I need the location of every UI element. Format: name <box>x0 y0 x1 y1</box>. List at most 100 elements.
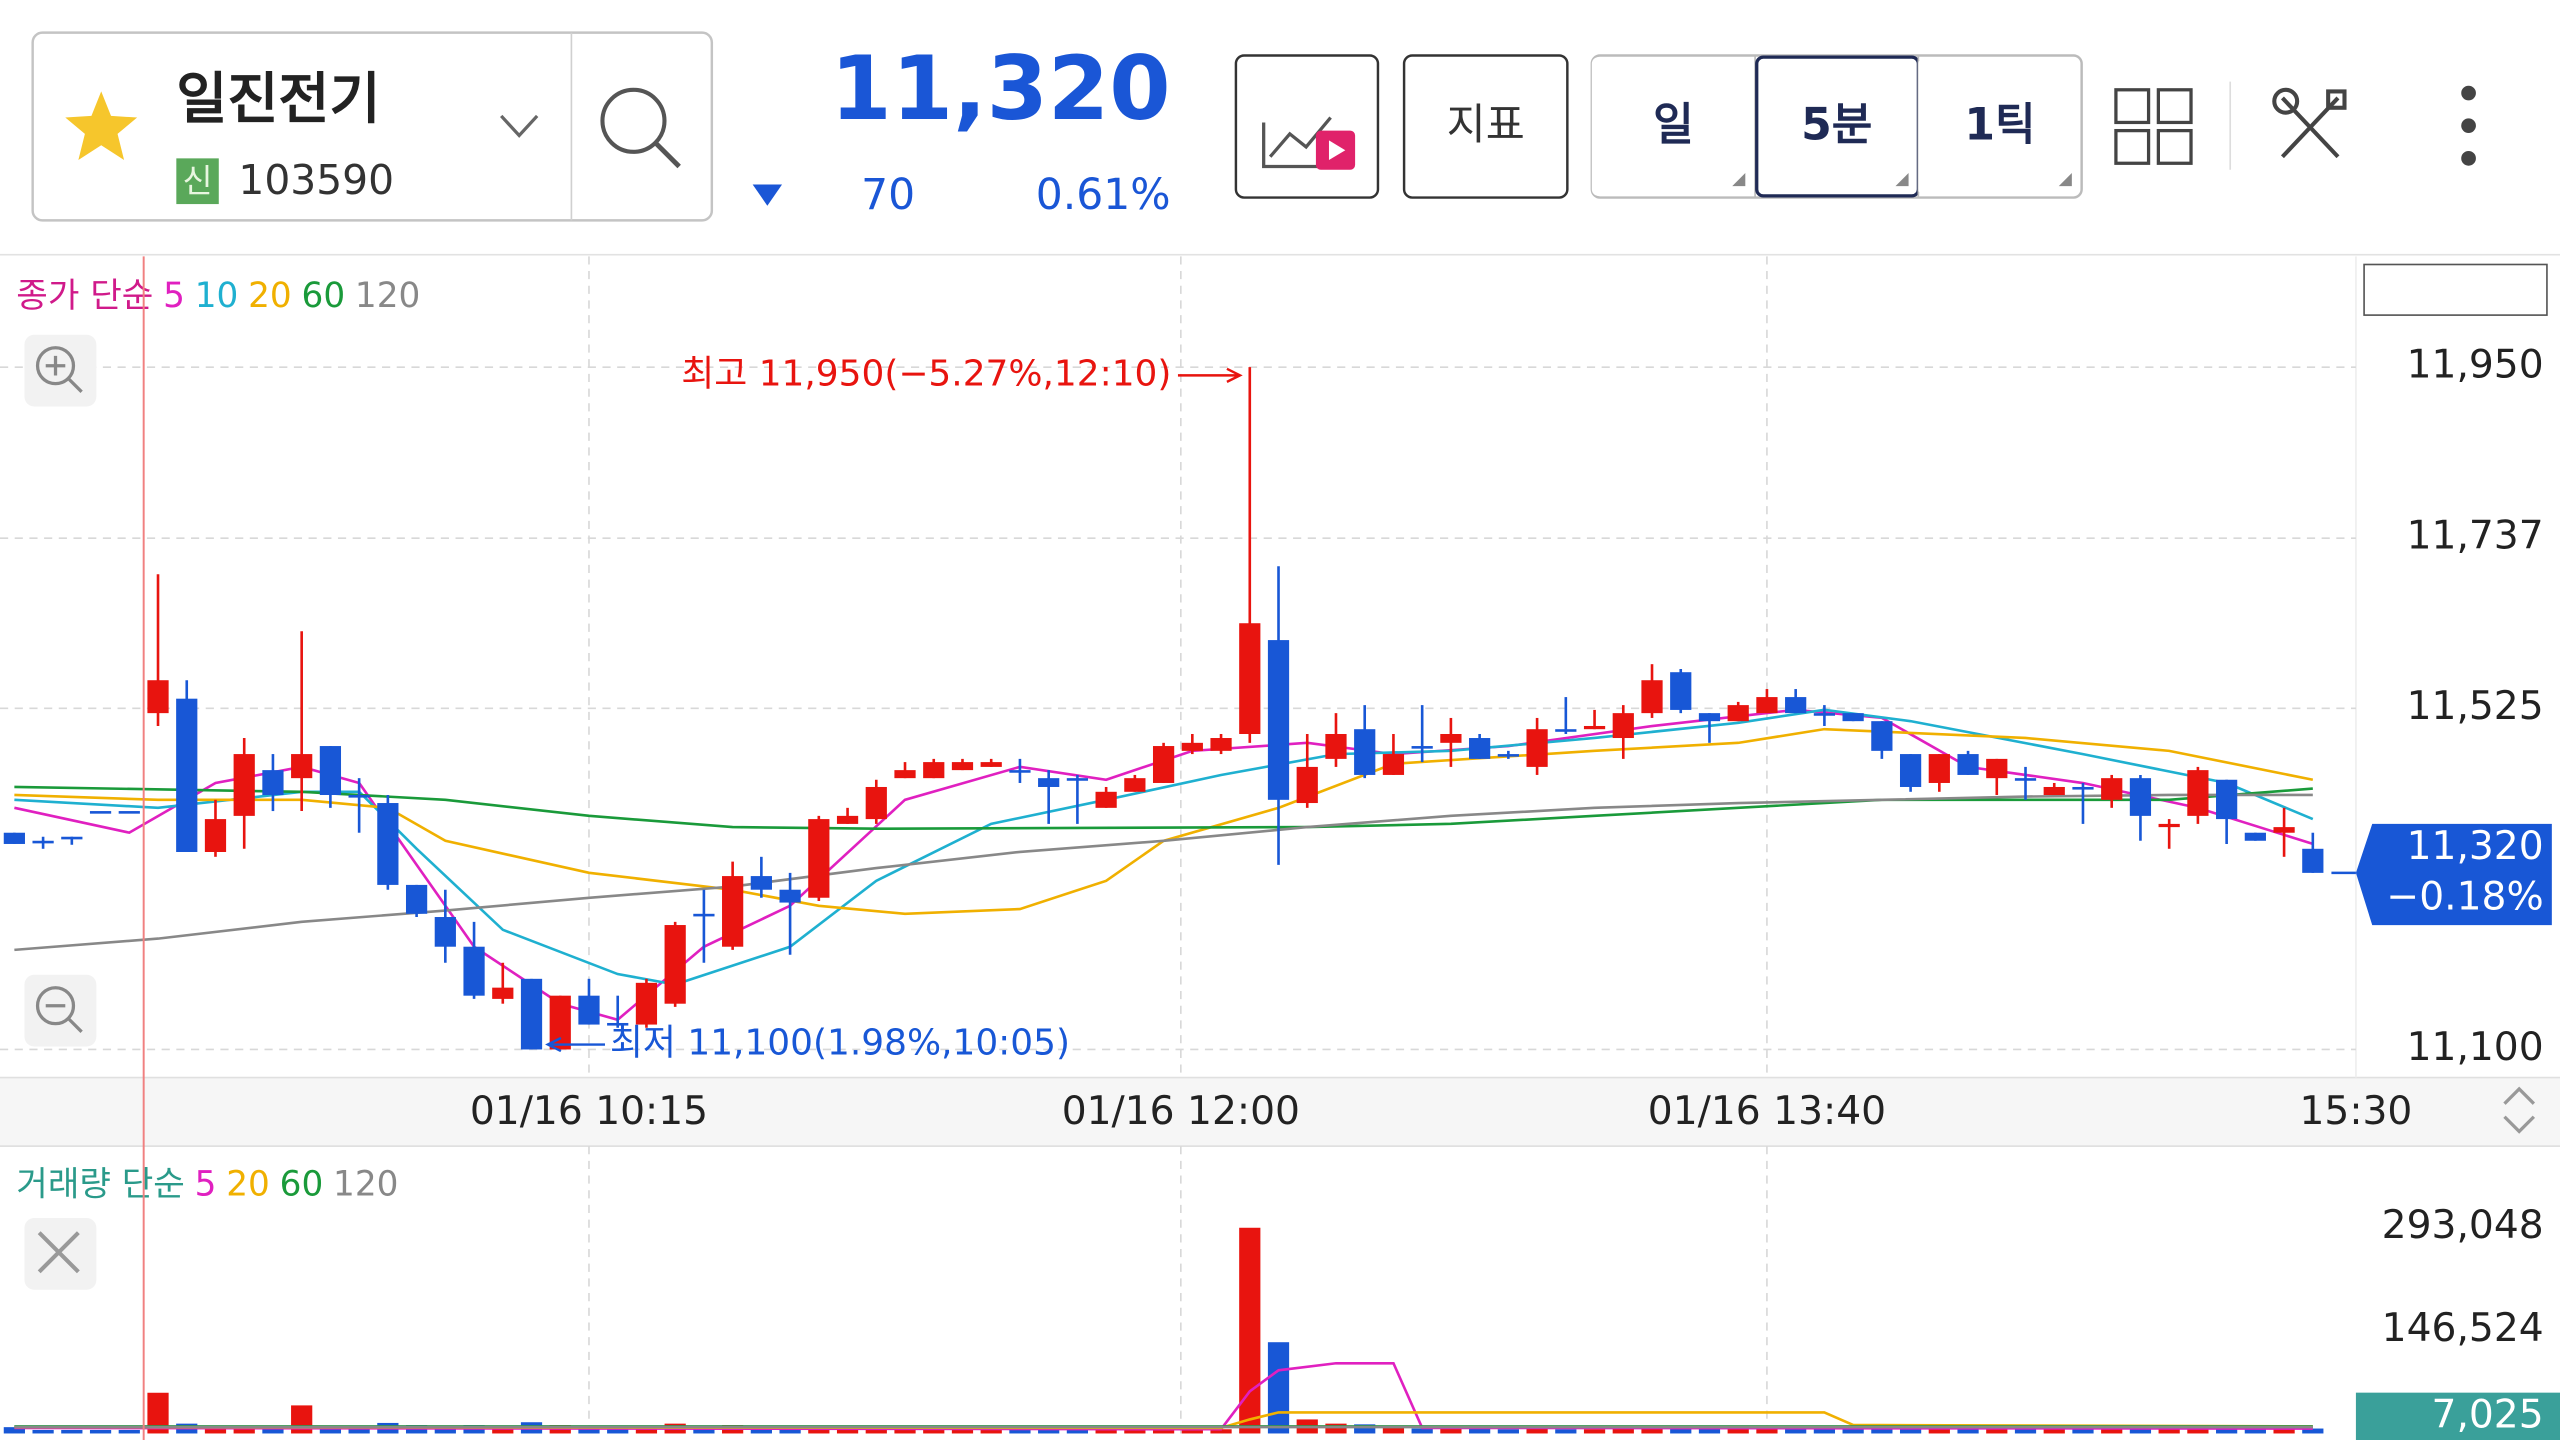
candle-body <box>1756 697 1778 714</box>
zoom-out[interactable] <box>24 974 97 1047</box>
volume-bar <box>1440 1428 1462 1434</box>
volume-bar <box>865 1427 887 1434</box>
candle-body <box>980 762 1002 767</box>
last-price-label: 11,320 <box>2407 824 2544 869</box>
volume-bar <box>348 1428 370 1434</box>
last-volume-label: 7,025 <box>2432 1393 2544 1438</box>
candle-body <box>1152 746 1175 783</box>
volume-bar <box>1698 1428 1721 1434</box>
volume-bar <box>2244 1429 2266 1434</box>
period-button[interactable] <box>1918 57 2080 196</box>
volume-bar <box>2187 1427 2209 1434</box>
candle-body <box>1382 754 1405 775</box>
volume-bar <box>2072 1428 2094 1434</box>
layout-icon[interactable] <box>2114 88 2193 165</box>
candle-body <box>2273 827 2295 833</box>
close-icon <box>37 1231 80 1274</box>
volume-bar <box>1239 1227 1261 1434</box>
candle-body <box>1583 725 1606 730</box>
candle-body <box>434 917 456 947</box>
volume-bar <box>1756 1427 1778 1434</box>
top-value-box <box>2363 263 2548 316</box>
volume-bar <box>1210 1429 1232 1434</box>
legend-entry: 5 <box>163 276 185 316</box>
legend: 거래량 단순 5 20 60 120 <box>16 1164 398 1204</box>
y-tick-label: 293,048 <box>2382 1203 2544 1248</box>
volume-bar <box>1612 1427 1634 1434</box>
chart-video-button[interactable] <box>1234 54 1380 199</box>
volume-bar <box>951 1429 974 1434</box>
candle-body <box>1124 778 1146 792</box>
candle-body <box>319 746 342 796</box>
volume-bar <box>1583 1429 1606 1434</box>
volume-bar <box>2129 1427 2152 1434</box>
volume-bar <box>1526 1427 1548 1434</box>
legend-entry: 종가 단순 <box>16 276 153 316</box>
volume-bar <box>89 1429 112 1434</box>
candle-body <box>1871 721 1893 751</box>
resize-handle[interactable] <box>2503 1086 2536 1134</box>
indicator-button[interactable] <box>1402 54 1569 199</box>
candle-body <box>2158 823 2180 828</box>
candle-body <box>1469 738 1491 759</box>
menu-dot <box>2461 118 2476 134</box>
candle-body <box>2129 778 2152 816</box>
volume-bar <box>1842 1429 1864 1434</box>
search-icon[interactable] <box>600 87 667 154</box>
stock-name: 일진전기 <box>176 67 380 132</box>
legend-entry: 20 <box>248 276 292 316</box>
period-label: 1틱 <box>1964 99 2035 150</box>
last-change-label: −0.18% <box>2386 874 2543 919</box>
candle-body <box>2244 832 2266 841</box>
favorite-star[interactable] <box>65 91 138 160</box>
volume-bar <box>894 1428 916 1434</box>
volume-bar <box>2273 1429 2295 1434</box>
stock-code: 103590 <box>238 156 394 204</box>
volume-bar <box>1354 1424 1376 1434</box>
volume-bar <box>61 1429 83 1434</box>
period-button[interactable] <box>1591 57 1754 196</box>
legend-entry: 60 <box>280 1164 324 1204</box>
volume-bar <box>1066 1429 1089 1434</box>
volume-bar <box>32 1429 54 1434</box>
volume-bar <box>1986 1428 2008 1434</box>
candle-body <box>3 832 25 844</box>
candle-body <box>32 840 54 844</box>
candle-body <box>492 987 514 999</box>
candle-body <box>549 995 571 1050</box>
y-tick-label: 11,737 <box>2407 514 2544 559</box>
low-annotation: 최저 11,100(1.98%,10:05) <box>610 1023 1070 1064</box>
volume-bar <box>836 1428 859 1434</box>
high-annotation: 최고 11,950(−5.27%,12:10) <box>681 353 1171 394</box>
volume-bar <box>1871 1427 1893 1434</box>
volume-bar <box>923 1429 945 1434</box>
volume-bar <box>1411 1428 1433 1434</box>
settings-icon[interactable] <box>2272 87 2347 159</box>
zoom-in[interactable] <box>24 334 97 407</box>
candle-body <box>923 762 945 779</box>
candle-body <box>1899 754 1922 787</box>
volume-bar <box>693 1427 715 1434</box>
volume-bar <box>1670 1427 1692 1434</box>
candle-body <box>348 795 370 798</box>
candle-body <box>463 946 485 996</box>
dropdown-chevron[interactable] <box>500 114 539 138</box>
volume-bar <box>1009 1429 1031 1434</box>
menu-dot[interactable] <box>2461 85 2476 101</box>
x-tick-label: 01/16 12:00 <box>1062 1089 1300 1134</box>
candle-body <box>1986 758 2008 779</box>
last-price-tag <box>2355 823 2552 926</box>
volume-bar <box>2216 1427 2238 1434</box>
volume-bar <box>1785 1428 1807 1434</box>
zoom-in-icon <box>45 355 83 393</box>
candle-body <box>2187 770 2209 816</box>
candle-body <box>2014 778 2037 781</box>
candle-body <box>779 889 801 903</box>
candle-body <box>291 754 313 779</box>
legend-entry: 5 <box>195 1164 217 1204</box>
y-tick-label: 11,950 <box>2407 343 2544 388</box>
candle-body <box>722 876 744 947</box>
volume-bar <box>3 1427 25 1434</box>
ma-line <box>14 1361 2313 1431</box>
current-price: 11,320 <box>830 37 1170 140</box>
